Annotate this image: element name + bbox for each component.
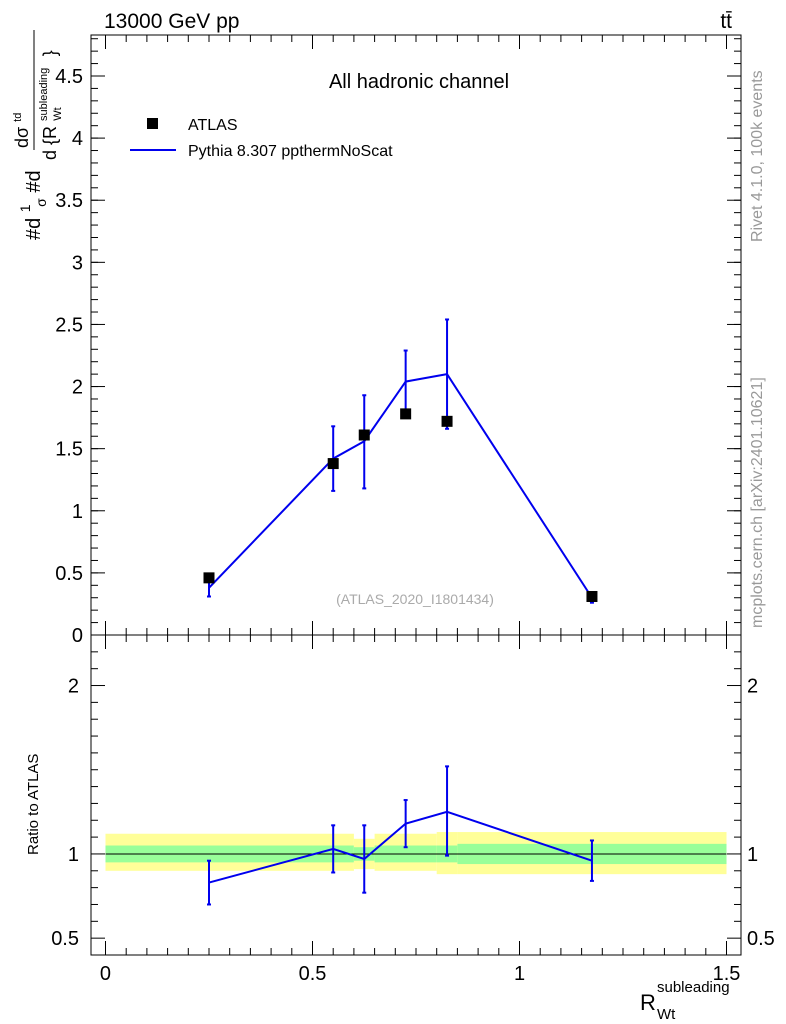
ylabel-part-a: #d (23, 218, 45, 240)
main-ytick-label: 1.5 (55, 439, 83, 461)
ylabel-part-d: #d (23, 170, 45, 192)
main-ytick-label: 3.5 (55, 190, 83, 212)
main-ytick-label: 0 (72, 625, 83, 647)
ylabel-part-c: σ (33, 198, 49, 207)
xlabel-main: R (640, 990, 656, 1015)
xtick-label: 1 (514, 963, 525, 985)
mcplots-label: mcplots.cern.ch [arXiv:2401.10621] (749, 377, 766, 628)
xtick-label: 1.5 (713, 963, 741, 985)
ratio-ytick-label-right: 0.5 (747, 928, 775, 950)
chart-title: All hadronic channel (329, 71, 509, 93)
ratio-frame (90, 634, 742, 956)
ratio-series-line (208, 810, 593, 884)
ratio-plot-area: 0 0.5 1 1.5 0.5 0.5 1 1 2 2 (51, 635, 775, 985)
ylabel-part-i: Wt (52, 107, 64, 120)
ylabel-part-b: 1 (17, 204, 33, 212)
ylabel-part-j: } (40, 50, 60, 56)
main-ytick-label: 4 (72, 128, 83, 150)
ratio-ytick-label-right: 2 (747, 676, 758, 698)
main-ytick-label: 2 (72, 377, 83, 399)
ylabel-part-f: td (12, 113, 24, 122)
atlas-data-point (203, 572, 215, 584)
ratio-ytick-label-left: 0.5 (51, 928, 79, 950)
ylabel-part-e: dσ (12, 127, 32, 148)
ylabel-part-g: d {R (40, 126, 60, 160)
main-plot-area: 0 0.5 1 1.5 2 2.5 3 3.5 4 4.5 (55, 35, 741, 647)
legend-label-pythia: Pythia 8.307 ppthermNoScat (188, 143, 393, 160)
atlas-data-point (327, 458, 339, 470)
ratio-panel: 0 0.5 1 1.5 0.5 0.5 1 1 2 2 Ratio to ATLAS (25, 634, 775, 985)
xaxis-label: R subleading Wt (640, 979, 730, 1023)
ratio-ylabel: Ratio to ATLAS (25, 754, 42, 855)
ratio-ytick-label-right: 1 (747, 844, 758, 866)
main-ytick-label: 1 (72, 501, 83, 523)
legend-label-atlas: ATLAS (188, 117, 238, 134)
xtick-label: 0 (100, 963, 111, 985)
rivet-version-label: Rivet 4.1.0, 100k events (749, 70, 766, 242)
atlas-data-point (400, 408, 412, 420)
xtick-label: 0.5 (299, 963, 327, 985)
main-ytick-label: 3 (72, 252, 83, 274)
ylabel-denominator: d {R subleading Wt } (31, 50, 65, 160)
main-ytick-label: 0.5 (55, 563, 83, 585)
ylabel-numerator: dσ td (12, 113, 32, 148)
energy-label: 13000 GeV pp (104, 10, 239, 33)
main-ytick-label: 4.5 (55, 66, 83, 88)
ratio-ytick-label-left: 2 (68, 676, 79, 698)
svg-text:#d 1 σ: #d 1 σ #d (13, 170, 51, 240)
atlas-data-point (586, 590, 598, 602)
xlabel-sup: subleading (657, 979, 730, 996)
xlabel-sub: Wt (657, 1006, 676, 1023)
legend: ATLAS Pythia 8.307 ppthermNoScat (130, 117, 393, 160)
main-panel: 0 0.5 1 1.5 2 2.5 3 3.5 4 4.5 All hadronic channe… (12, 30, 742, 647)
legend-marker-atlas (147, 118, 158, 129)
ratio-ytick-label-left: 1 (68, 844, 79, 866)
main-ylabel: #d 1 σ #d dσ td d {R subleading Wt } (12, 30, 65, 240)
analysis-watermark: (ATLAS_2020_I1801434) (336, 591, 494, 607)
atlas-data-point (441, 415, 453, 427)
mc-series-line (208, 373, 593, 599)
atlas-data-point (358, 429, 370, 441)
ylabel-part-h: subleading (38, 68, 50, 121)
main-ytick-label: 2.5 (55, 314, 83, 336)
process-label: tt̄ (720, 10, 732, 33)
